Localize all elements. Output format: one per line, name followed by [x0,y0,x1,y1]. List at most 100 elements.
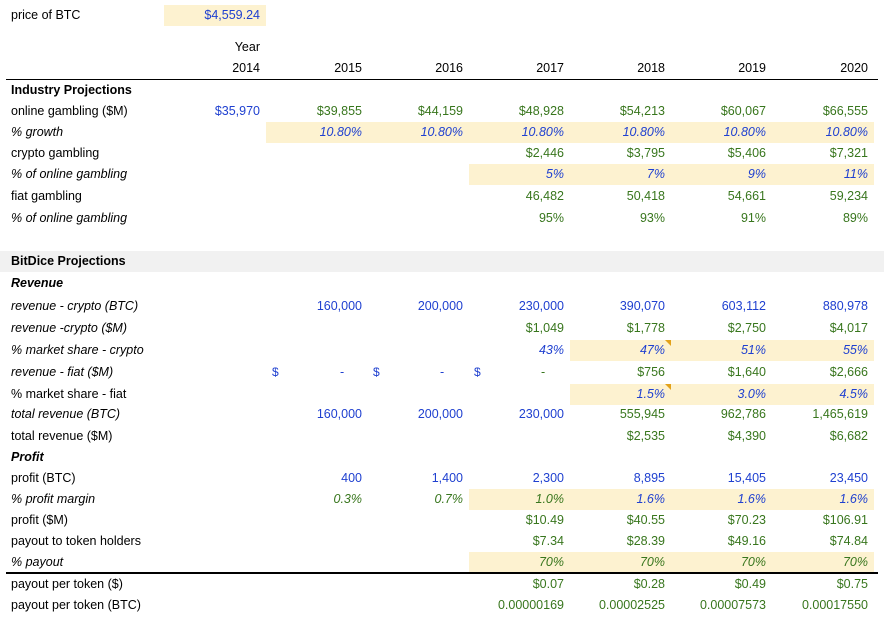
cell-2019[interactable]: 70% [671,552,772,573]
cell-2018[interactable]: 93% [639,211,665,225]
cell-2018[interactable]: 10.80% [570,122,671,143]
cell-2020[interactable]: $0.75 [836,577,868,591]
cell-2015[interactable]: 10.80% [266,122,368,143]
cell-2014[interactable]: $35,970 [214,104,260,118]
cell-2020[interactable]: $4,017 [829,321,868,335]
profit-label[interactable]: Profit [11,450,44,464]
cell-2017[interactable]: 43% [538,343,564,357]
comment-indicator-icon[interactable] [665,340,671,346]
bitdice-title[interactable]: BitDice Projections [11,254,126,268]
cell-2019[interactable]: 603,112 [721,299,766,313]
row-label[interactable]: profit (BTC) [11,471,76,485]
cell-2016[interactable]: 0.7% [434,492,464,506]
cell-2019[interactable]: $2,750 [727,321,766,335]
cell-2018[interactable]: 555,945 [619,407,665,421]
cell-2014[interactable] [164,208,266,229]
cell-2014[interactable] [164,164,266,185]
row-label[interactable]: % market share - crypto [11,343,144,357]
row-label[interactable]: payout per token (BTC) [11,598,141,612]
cell-2019[interactable]: $70.23 [727,513,766,527]
cell-2018[interactable]: $1,778 [626,321,665,335]
cell-2015[interactable] [266,143,368,164]
row-label[interactable]: total revenue (BTC) [11,407,121,421]
cell-2015[interactable] [266,384,368,405]
cell-2016[interactable] [368,318,469,339]
cell-2014[interactable] [164,489,266,510]
cell-2015[interactable]: 160,000 [316,407,362,421]
cell-2018[interactable]: 7% [570,164,671,185]
cell-2019[interactable]: 54,661 [727,189,766,203]
year-header-2016[interactable]: 2016 [435,61,463,75]
cell-2020[interactable]: 23,450 [829,471,868,485]
cell-2017[interactable]: $2,446 [525,146,564,160]
cell-2017[interactable]: 95% [538,211,564,225]
cell-2020[interactable]: $6,682 [829,429,868,443]
cell-2020[interactable]: 11% [772,164,874,185]
cell-2019[interactable]: $0.49 [734,577,766,591]
cell-2015[interactable] [266,531,368,552]
cell-2014[interactable] [164,531,266,552]
cell-2016[interactable] [368,531,469,552]
row-label[interactable]: % payout [11,555,64,569]
cell-2020[interactable]: $106.91 [822,513,868,527]
price-cell[interactable]: $4,559.24 [164,5,266,26]
cell-2014[interactable] [164,510,266,531]
row-label[interactable]: % of online gambling [11,167,128,181]
cell-2018[interactable]: $2,535 [626,429,665,443]
cell-2014[interactable] [164,404,266,425]
cell-2017[interactable]: 2,300 [532,471,564,485]
cell-2014[interactable] [164,143,266,164]
cell-2016[interactable] [368,384,469,405]
cell-2014[interactable] [164,186,266,207]
cell-2017[interactable]: 230,000 [518,407,564,421]
cell-2019[interactable]: $49.16 [727,534,766,548]
cell-2016[interactable]: 200,000 [417,407,463,421]
cell-2017[interactable]: 10.80% [469,122,570,143]
cell-2020[interactable]: 55% [772,340,874,361]
cell-2017[interactable]: $0.07 [532,577,564,591]
cell-2017[interactable]: 230,000 [518,299,564,313]
cell-2014[interactable] [164,595,266,616]
cell-2020[interactable]: 1.6% [772,489,874,510]
cell-2020[interactable]: 59,234 [829,189,868,203]
cell-2017[interactable]: $7.34 [532,534,564,548]
row-label[interactable]: % market share - fiat [11,387,127,401]
revenue-label[interactable]: Revenue [11,276,64,290]
cell-2018[interactable]: $0.28 [633,577,665,591]
cell-2018[interactable]: 70% [570,552,671,573]
cell-2019[interactable]: 91% [740,211,766,225]
cell-2015[interactable] [266,164,368,185]
cell-2015[interactable] [266,208,368,229]
cell-2018[interactable]: $3,795 [626,146,665,160]
cell-2014[interactable] [164,426,266,447]
cell-2017[interactable] [469,362,570,383]
cell-2015[interactable] [266,186,368,207]
cell-2018[interactable]: 1.5% [570,384,671,405]
cell-2016[interactable] [368,574,469,595]
row-label[interactable]: % profit margin [11,492,96,506]
cell-2016[interactable] [368,510,469,531]
cell-2020[interactable]: $2,666 [829,365,868,379]
cell-2018[interactable]: 8,895 [633,471,665,485]
comment-indicator-icon[interactable] [665,384,671,390]
row-label[interactable]: crypto gambling [11,146,100,160]
cell-2018[interactable]: 50,418 [626,189,665,203]
cell-2018[interactable]: 0.00002525 [598,598,665,612]
cell-2019[interactable]: 962,786 [720,407,766,421]
cell-2015[interactable]: 160,000 [316,299,362,313]
cell-2014[interactable] [164,122,266,143]
cell-2016[interactable]: $44,159 [417,104,463,118]
cell-2017[interactable]: $1,049 [525,321,564,335]
cell-2018[interactable]: 390,070 [619,299,665,313]
cell-2017[interactable]: 0.00000169 [497,598,564,612]
cell-2017[interactable]: $10.49 [525,513,564,527]
cell-2015[interactable]: $39,855 [316,104,362,118]
cell-2017[interactable] [469,426,570,447]
cell-2015[interactable] [266,574,368,595]
cell-2016[interactable] [368,340,469,361]
year-header-2020[interactable]: 2020 [840,61,868,75]
cell-2016[interactable] [368,552,469,573]
cell-2015[interactable] [266,318,368,339]
cell-2017[interactable]: 70% [469,552,570,573]
cell-2019[interactable]: 1.6% [671,489,772,510]
